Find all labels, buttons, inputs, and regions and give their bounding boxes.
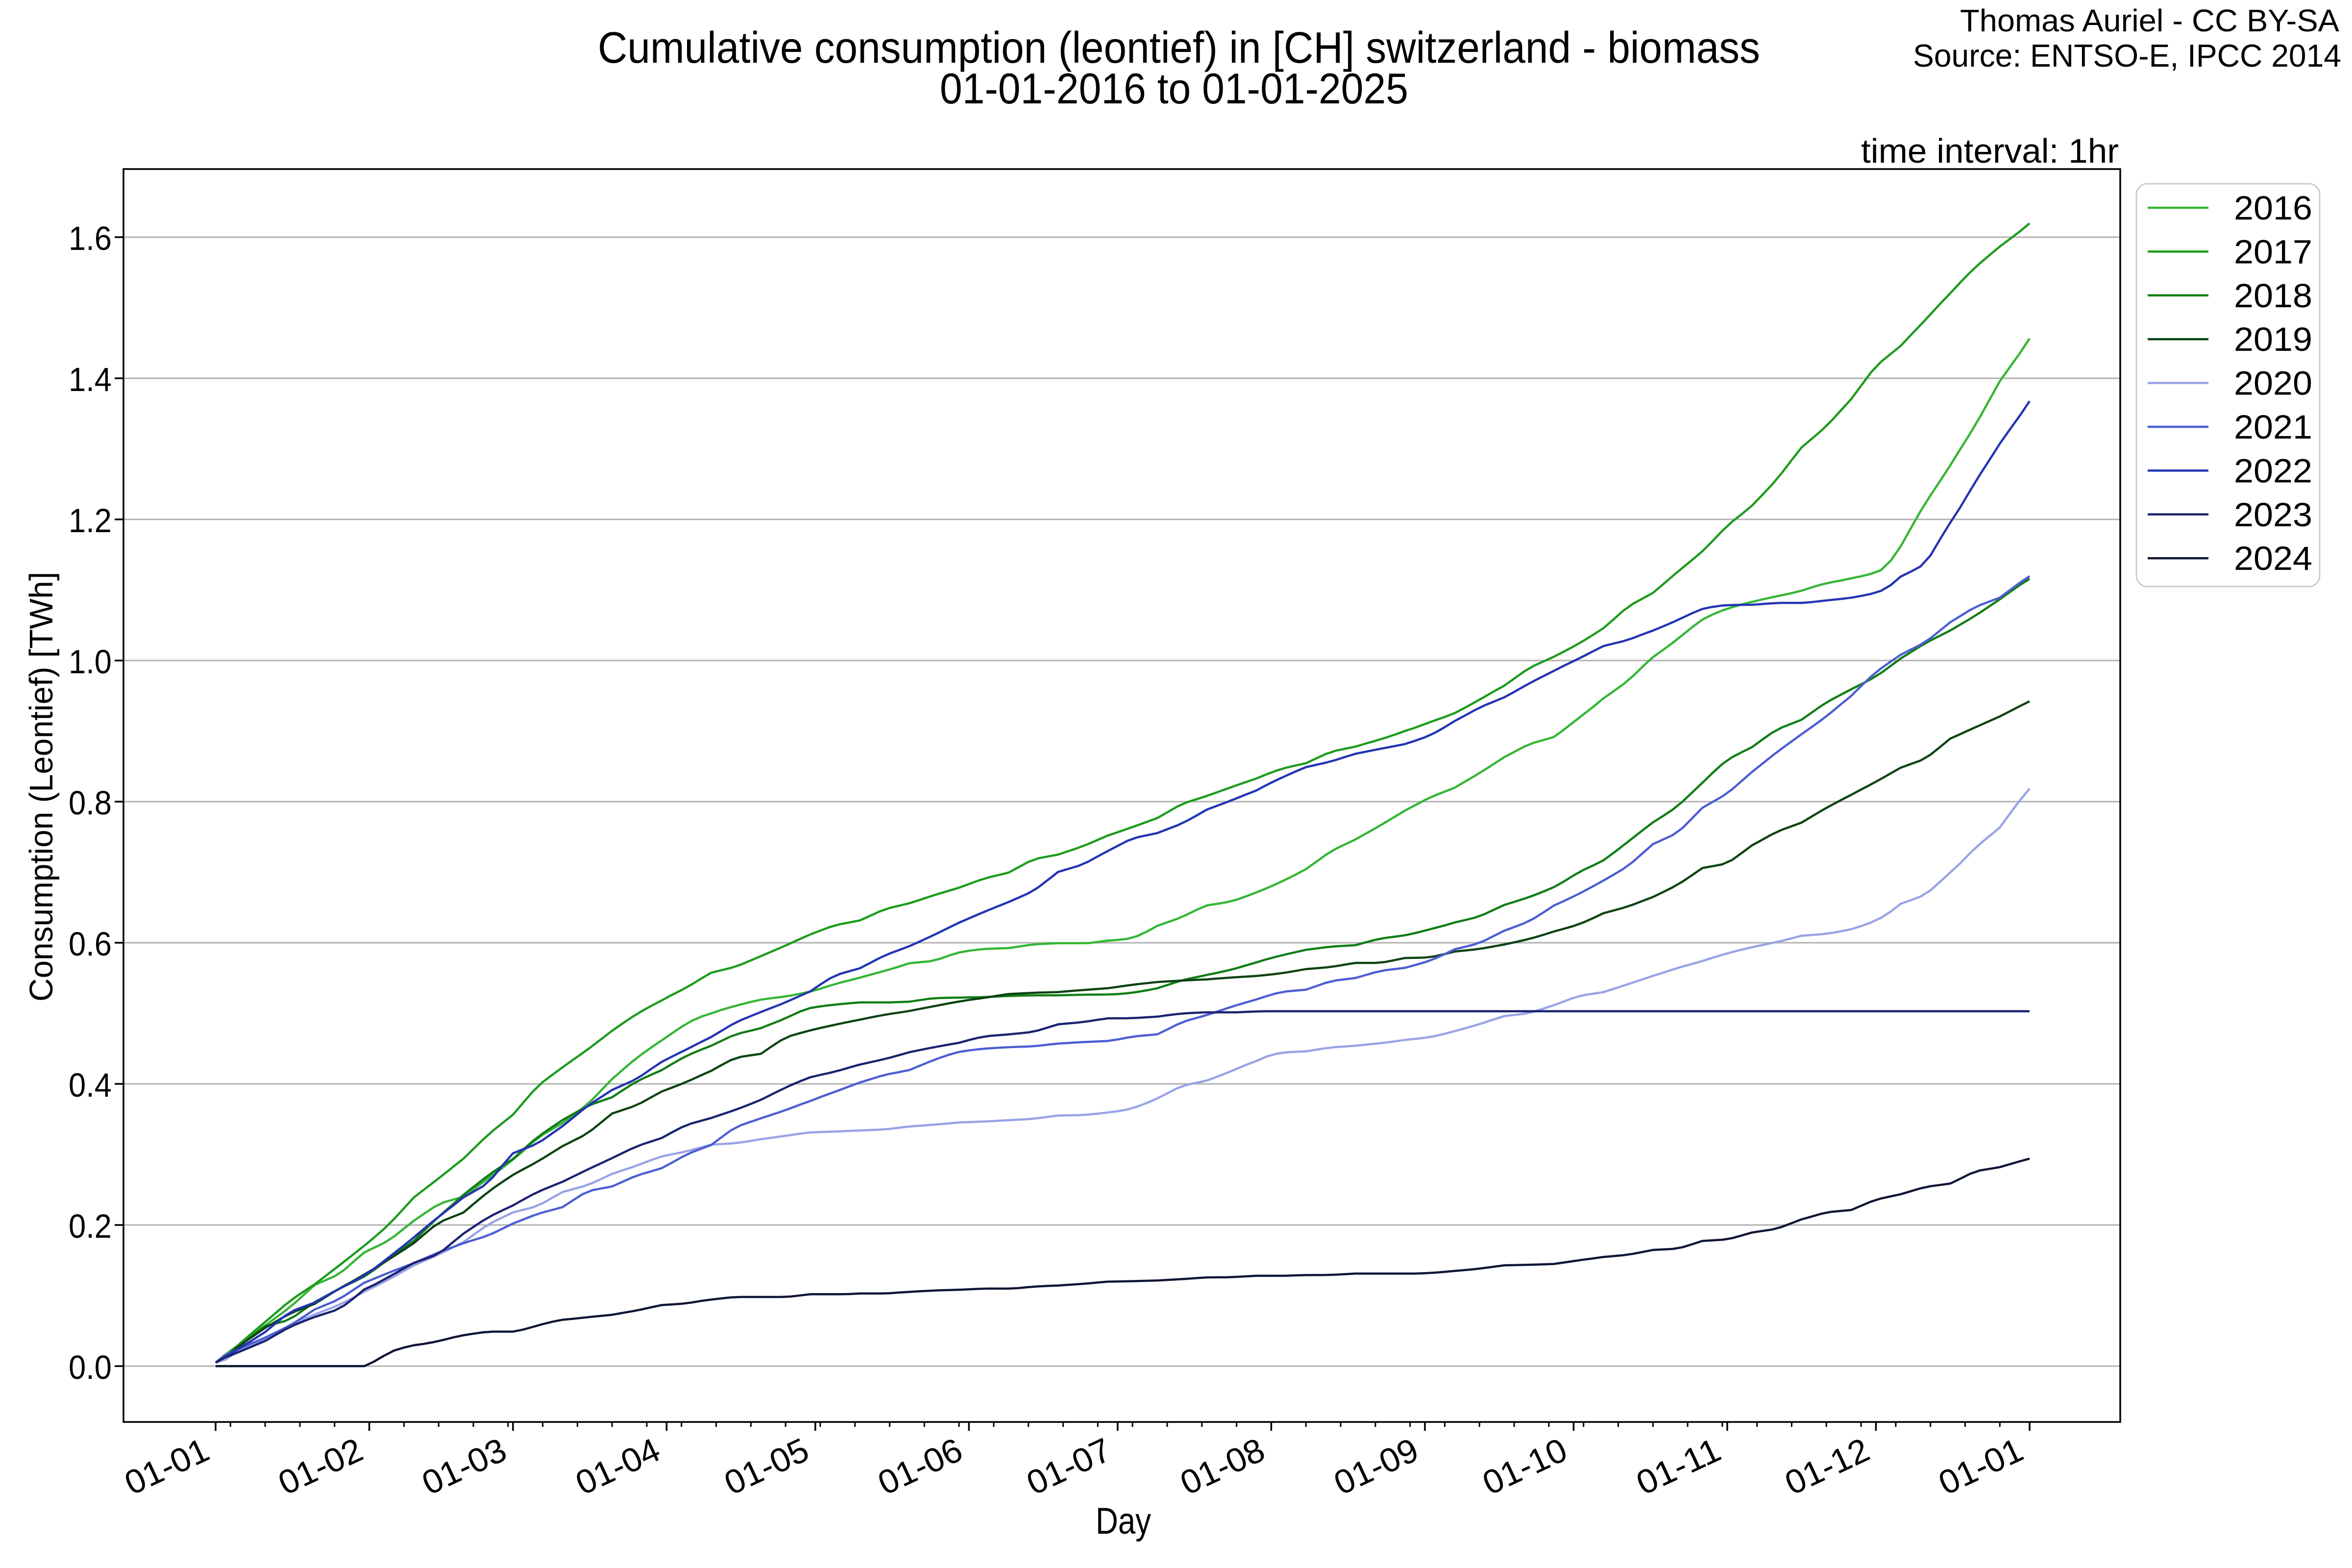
svg-text:2020: 2020 [2234, 365, 2312, 402]
svg-text:time interval: 1hr: time interval: 1hr [1861, 132, 2119, 170]
svg-text:0.6: 0.6 [69, 925, 112, 963]
svg-text:Thomas Auriel - CC BY-SA: Thomas Auriel - CC BY-SA [1960, 3, 2339, 38]
svg-text:Cumulative consumption (leonti: Cumulative consumption (leontief) in [CH… [598, 24, 1760, 73]
svg-text:0.4: 0.4 [69, 1066, 112, 1104]
svg-text:0.2: 0.2 [69, 1207, 112, 1245]
svg-text:2023: 2023 [2234, 496, 2312, 534]
svg-text:01-01-2016 to 01-01-2025: 01-01-2016 to 01-01-2025 [940, 64, 1408, 113]
svg-text:2021: 2021 [2234, 408, 2312, 446]
svg-text:0.8: 0.8 [69, 784, 112, 822]
svg-text:2022: 2022 [2234, 452, 2312, 490]
svg-text:Day: Day [1096, 1500, 1151, 1542]
svg-text:2017: 2017 [2234, 233, 2312, 270]
svg-text:2024: 2024 [2234, 539, 2312, 577]
svg-text:2018: 2018 [2234, 277, 2312, 315]
svg-text:1.6: 1.6 [69, 220, 112, 257]
svg-text:1.2: 1.2 [69, 502, 112, 539]
svg-text:1.0: 1.0 [69, 643, 112, 681]
svg-text:1.4: 1.4 [69, 361, 112, 398]
svg-text:0.0: 0.0 [69, 1348, 112, 1386]
svg-text:2016: 2016 [2234, 189, 2312, 227]
svg-text:2019: 2019 [2234, 320, 2312, 358]
svg-text:Consumption (Leontief) [TWh]: Consumption (Leontief) [TWh] [23, 572, 60, 1002]
svg-text:Source: ENTSO-E, IPCC 2014: Source: ENTSO-E, IPCC 2014 [1913, 38, 2341, 74]
